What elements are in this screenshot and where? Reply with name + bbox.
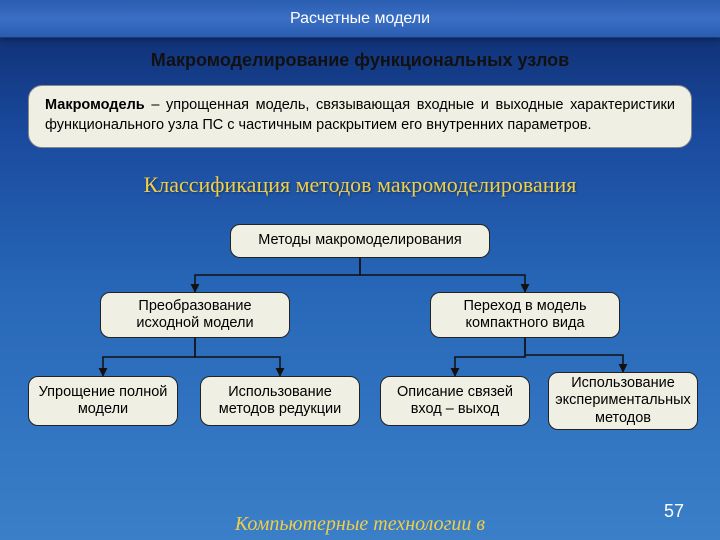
node-left: Преобразование исходной модели [100,292,290,338]
slide-header: Расчетные модели [0,0,720,38]
node-root: Методы макромоделирования [230,224,490,258]
node-root-label: Методы макромоделирования [258,232,461,249]
page-number: 57 [664,501,684,522]
node-right-label: Переход в модель компактного вида [439,298,611,333]
section-title: Классификация методов макромоделирования [0,172,720,198]
node-leaf2-label: Использование методов редукции [209,384,351,419]
node-leaf4: Использование экспериментальных методов [548,372,698,430]
definition-term: Макромодель [45,97,145,113]
node-leaf4-label: Использование экспериментальных методов [555,375,691,427]
definition-box: Макромодель – упрощенная модель, связыва… [28,85,692,148]
node-leaf3: Описание связей вход – выход [380,376,530,426]
node-leaf3-label: Описание связей вход – выход [389,384,521,419]
slide-header-title: Расчетные модели [290,10,430,27]
classification-diagram: Методы макромоделирования Преобразование… [0,208,720,458]
slide-subtitle: Макромоделирование функциональных узлов [0,50,720,71]
node-leaf2: Использование методов редукции [200,376,360,426]
footer-title: Компьютерные технологии в [0,513,720,536]
node-right: Переход в модель компактного вида [430,292,620,338]
node-left-label: Преобразование исходной модели [109,298,281,333]
node-leaf1: Упрощение полной модели [28,376,178,426]
node-leaf1-label: Упрощение полной модели [37,384,169,419]
